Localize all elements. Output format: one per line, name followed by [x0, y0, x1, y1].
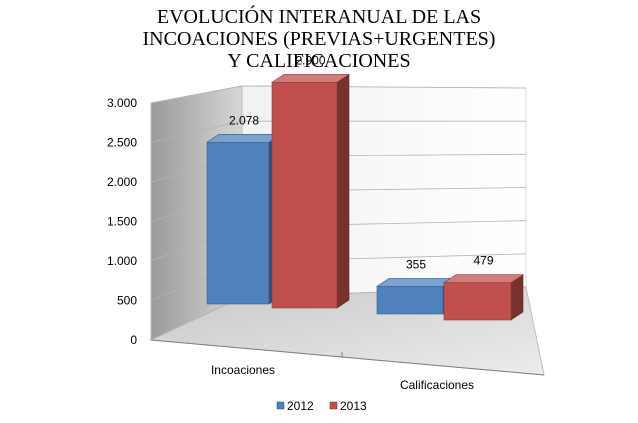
y-tick-label: 2.500: [107, 136, 137, 150]
bar-front: [206, 142, 270, 305]
y-tick-label: 3.000: [107, 96, 137, 110]
y-tick-label: 0: [130, 333, 137, 347]
gridline: [150, 120, 526, 143]
bar: [376, 277, 456, 315]
bar-top: [376, 278, 456, 287]
data-label: 2.900: [295, 53, 325, 67]
x-tick-label: Calificaciones: [400, 378, 474, 392]
x-tick-label: Incoaciones: [211, 363, 275, 377]
legend-swatch: [329, 401, 338, 410]
bar-top: [206, 134, 282, 143]
bar-front: [271, 82, 338, 309]
x-axis-line: [150, 339, 545, 376]
data-label: 479: [473, 254, 493, 268]
y-tick-label: 1.500: [107, 215, 137, 229]
bar: [443, 274, 524, 321]
bar-top: [271, 74, 350, 83]
y-tick-label: 2.000: [107, 175, 137, 189]
bar: [271, 73, 350, 309]
bar-top: [443, 274, 524, 284]
gridline: [150, 85, 527, 104]
bar-side: [336, 73, 350, 309]
legend-swatch: [276, 401, 285, 410]
data-label: 355: [406, 257, 426, 271]
bar-front: [443, 282, 512, 321]
y-tick-label: 1.000: [107, 254, 137, 268]
legend-label: 2012: [287, 399, 314, 413]
y-tick-label: 500: [117, 294, 137, 308]
data-label: 2.078: [229, 113, 259, 127]
bar: [206, 133, 282, 305]
chart-title: EVOLUCIÓN INTERANUAL DE LAS INCOACIONES …: [142, 6, 496, 72]
bar-front: [376, 286, 444, 315]
legend-label: 2013: [340, 399, 367, 413]
